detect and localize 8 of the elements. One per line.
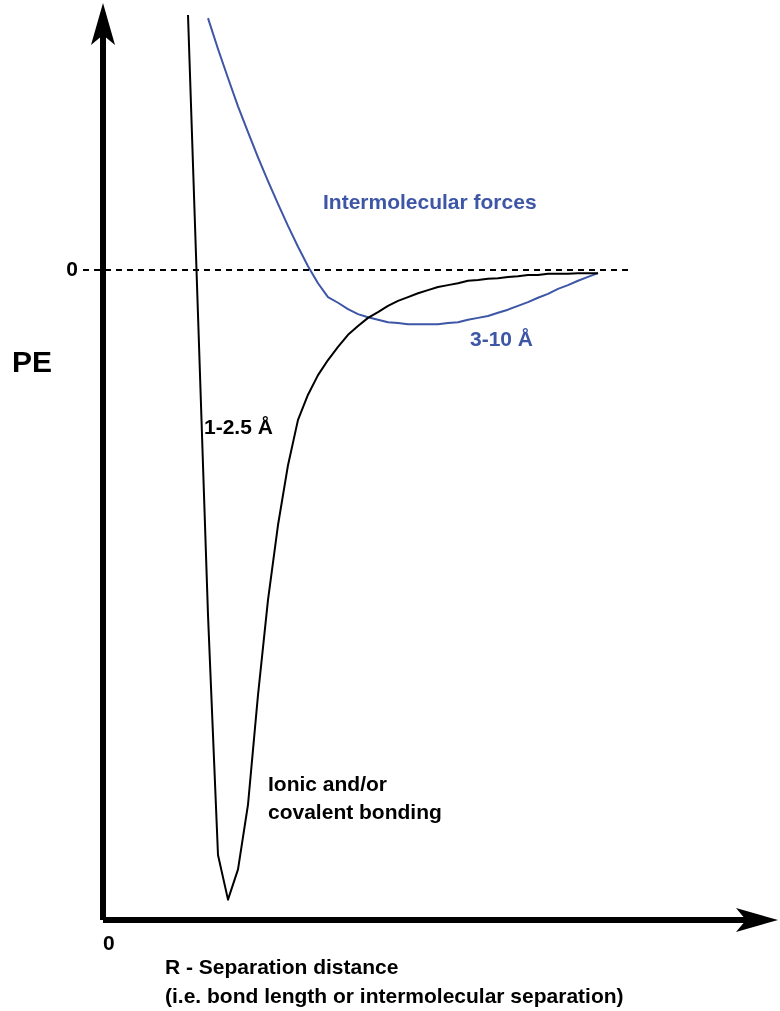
annotation: 3-10 Å [470,327,534,351]
series-label: Ionic and/or covalent bonding [268,771,442,823]
text: 0 [103,931,115,955]
annotation: 1-2.5 Å [204,415,273,439]
x-axis-title: R - Separation distance (i.e. bond length or intermolecular separation) [165,954,624,1009]
series-label: Intermolecular forces [323,190,537,214]
y-axis-title: PE [12,345,53,379]
ref-line-label: 0 [66,256,78,280]
